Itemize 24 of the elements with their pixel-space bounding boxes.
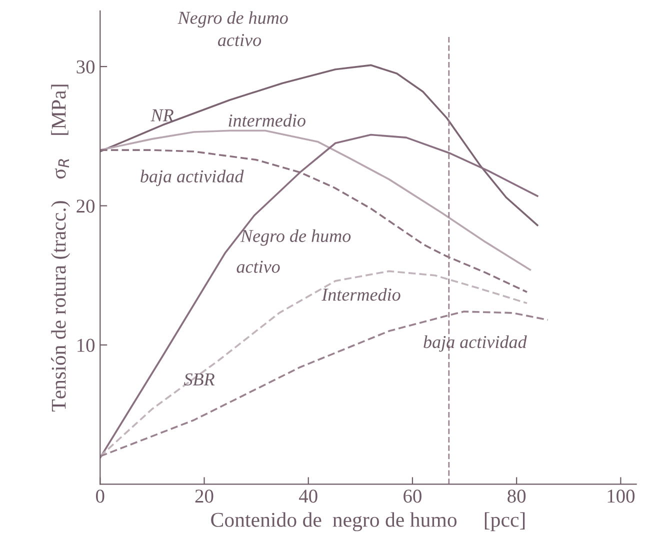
x-tick-label: 100 (608, 490, 635, 503)
annotation: Negro de humo (240, 229, 351, 246)
y-tick-label: 10 (78, 338, 95, 352)
annotation: Intermedio (322, 288, 400, 301)
x-axis-title: Contenido de negro de humo [pcc] (211, 512, 525, 532)
annotation: NR (150, 109, 174, 122)
line-series (100, 134, 538, 459)
annotation: baja actividad (140, 170, 244, 186)
y-tick-label: 20 (76, 200, 95, 213)
line-series (100, 64, 538, 226)
annotation: intermedio (228, 114, 306, 127)
annotation: Negro de humo (178, 11, 288, 28)
x-tick-label: 20 (195, 490, 214, 503)
x-tick-label: 80 (508, 490, 526, 503)
y-tick-label: 30 (76, 60, 95, 74)
annotation: activo (236, 260, 280, 273)
x-tick-label: 60 (404, 490, 422, 503)
annotation: baja actividad (424, 335, 527, 352)
annotation: activo (218, 34, 262, 46)
x-tick-label: 0 (96, 490, 104, 503)
text: Tensión de rotura (tracc.) σ$_{R}$ [MPa] (51, 84, 70, 412)
annotation: SBR (184, 373, 215, 386)
line-series (100, 130, 532, 271)
x-tick-label: 40 (299, 490, 318, 503)
